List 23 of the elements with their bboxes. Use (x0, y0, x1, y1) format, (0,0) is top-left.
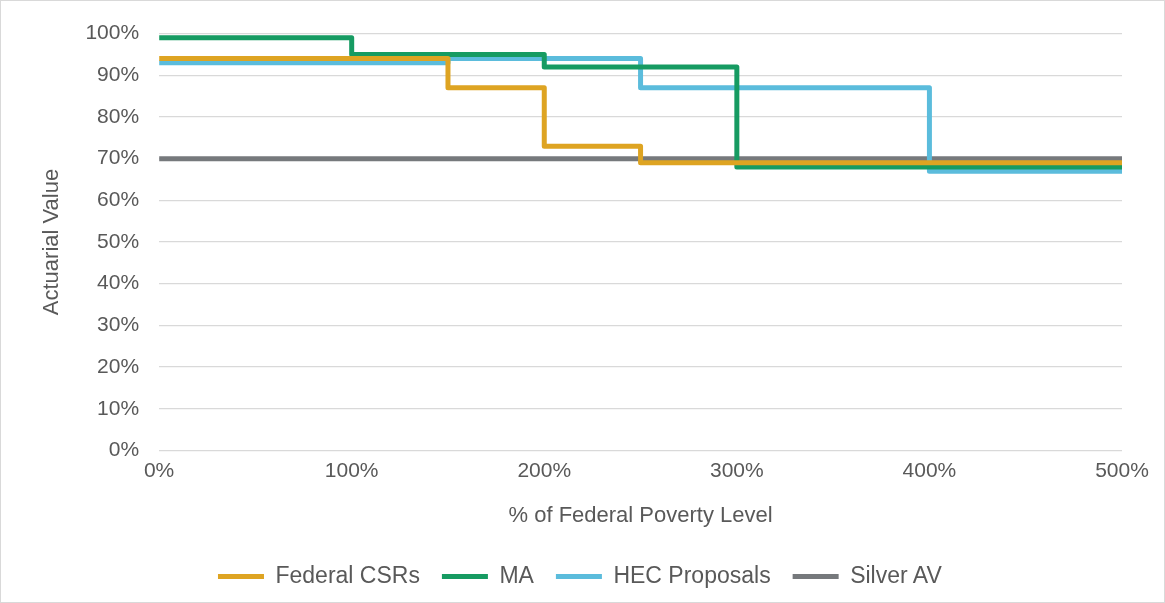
y-tick-label: 60% (97, 187, 140, 211)
y-tick-label: 70% (97, 145, 140, 169)
legend-label: Federal CSRs (275, 561, 420, 588)
y-tick-label: 90% (97, 62, 140, 86)
y-tick-label: 20% (97, 353, 140, 377)
y-tick-label: 80% (97, 103, 140, 127)
y-tick-label: 30% (97, 312, 140, 336)
legend-label: Silver AV (850, 561, 943, 588)
x-tick-label: 100% (324, 457, 379, 481)
y-axis-title: Actuarial Value (38, 168, 64, 316)
x-tick-label: 200% (517, 457, 572, 481)
legend-label: MA (499, 561, 535, 588)
y-tick-label: 10% (97, 395, 140, 419)
legend-label: HEC Proposals (613, 561, 771, 588)
x-tick-label: 400% (902, 457, 957, 481)
y-tick-label: 50% (97, 228, 140, 252)
y-tick-label: 0% (108, 437, 140, 461)
x-tick-label: 300% (709, 457, 764, 481)
x-tick-label: 500% (1095, 457, 1149, 481)
y-tick-label: 100% (85, 20, 140, 44)
x-axis-title: % of Federal Poverty Level (508, 501, 773, 527)
y-tick-label: 40% (97, 270, 140, 294)
x-tick-label: 0% (143, 457, 175, 481)
